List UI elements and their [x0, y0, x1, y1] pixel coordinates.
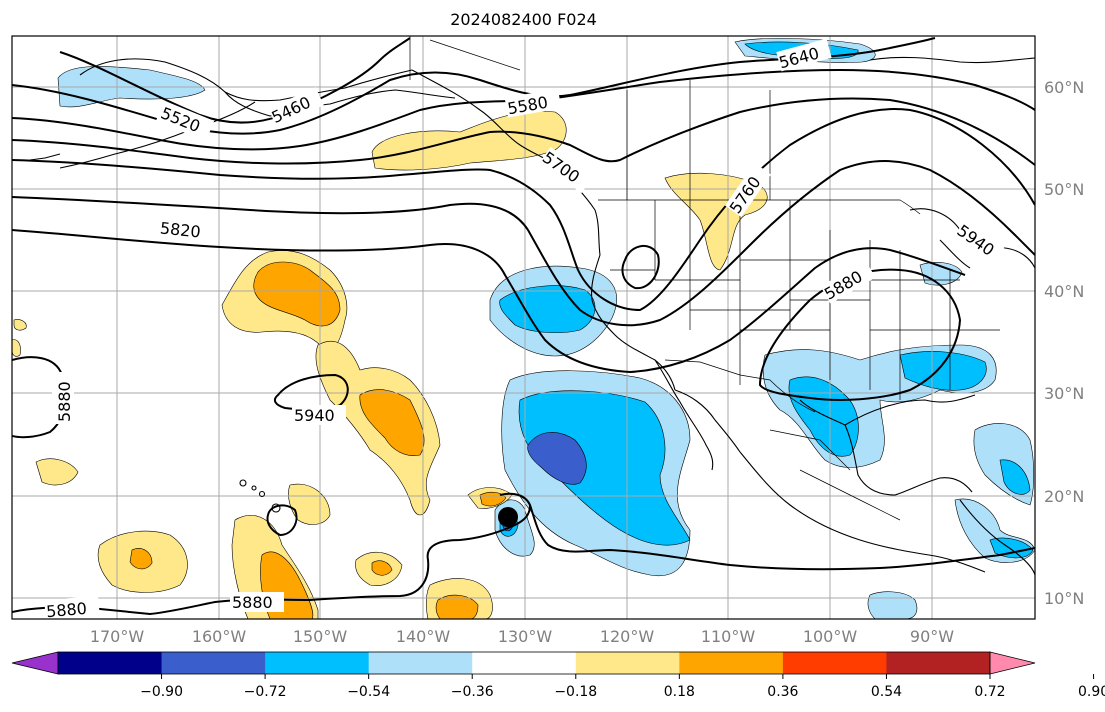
- colorbar-segment: [472, 652, 577, 674]
- colorbar: −0.90 −0.72 −0.54 −0.36 −0.18 0.18 0.36 0.54 0.7…: [11, 651, 1105, 700]
- colorbar-extend-high: [989, 651, 1036, 675]
- lon-label: 90°W: [910, 627, 954, 646]
- colorbar-outline: [57, 651, 991, 675]
- lon-label: 150°W: [293, 627, 348, 646]
- colorbar-segment: [161, 652, 266, 674]
- colorbar-tick-label: −0.90: [140, 684, 183, 700]
- colorbar-tick-label: −0.36: [451, 684, 494, 700]
- colorbar-segment: [782, 652, 887, 674]
- contour-label: 5940: [294, 406, 335, 425]
- colorbar-segment: [58, 652, 163, 674]
- colorbar-segment: [368, 652, 473, 674]
- lon-label: 110°W: [701, 627, 756, 646]
- contour-label: 5880: [55, 381, 74, 422]
- contour-label: 5880: [232, 593, 273, 612]
- lat-label: 60°N: [1044, 78, 1084, 97]
- lat-label: 30°N: [1044, 384, 1084, 403]
- colorbar-segment: [679, 652, 784, 674]
- colorbar-tick-label: −0.54: [347, 684, 390, 700]
- map-frame: [11, 35, 1036, 620]
- lat-label: 40°N: [1044, 282, 1084, 301]
- latitude-labels: 60°N 50°N 40°N 30°N 20°N 10°N: [1044, 78, 1084, 608]
- colorbar-segment: [575, 652, 680, 674]
- lon-label: 120°W: [600, 627, 655, 646]
- colorbar-tick-label: 0.36: [767, 684, 798, 700]
- political-borders: [409, 36, 1000, 521]
- colorbar-tick-label: 0.72: [974, 684, 1005, 700]
- colorbar-extend-low: [11, 651, 59, 675]
- lon-label: 170°W: [90, 627, 145, 646]
- colorbar-tick-label: −0.18: [554, 684, 597, 700]
- lat-label: 20°N: [1044, 487, 1084, 506]
- colorbar-segment: [886, 652, 991, 674]
- lon-label: 140°W: [396, 627, 451, 646]
- longitude-labels: 170°W 160°W 150°W 140°W 130°W 120°W 110°…: [90, 627, 954, 646]
- coastlines: [29, 56, 1035, 576]
- lon-label: 130°W: [498, 627, 553, 646]
- colorbar-tick-label: −0.72: [244, 684, 287, 700]
- colorbar-tick-label: 0.90: [1078, 684, 1105, 700]
- lat-label: 10°N: [1044, 589, 1084, 608]
- colorbar-segment: [265, 652, 370, 674]
- storm-center-marker: [498, 507, 518, 527]
- lon-label: 160°W: [192, 627, 247, 646]
- lon-label: 100°W: [803, 627, 858, 646]
- colorbar-ticks: −0.90 −0.72 −0.54 −0.36 −0.18 0.18 0.36 0.54 0.7…: [140, 674, 1105, 700]
- map-title: 2024082400 F024: [450, 10, 597, 29]
- lat-label: 50°N: [1044, 180, 1084, 199]
- colorbar-tick-label: 0.18: [664, 684, 695, 700]
- colorbar-segments: [11, 651, 1036, 675]
- map-layers: 5520 5460 5580 5640 5700 5760 5820 5880 …: [12, 36, 1035, 621]
- colorbar-tick-label: 0.54: [871, 684, 902, 700]
- contour-label: 5880: [45, 599, 87, 621]
- contour-label: 5820: [159, 218, 201, 241]
